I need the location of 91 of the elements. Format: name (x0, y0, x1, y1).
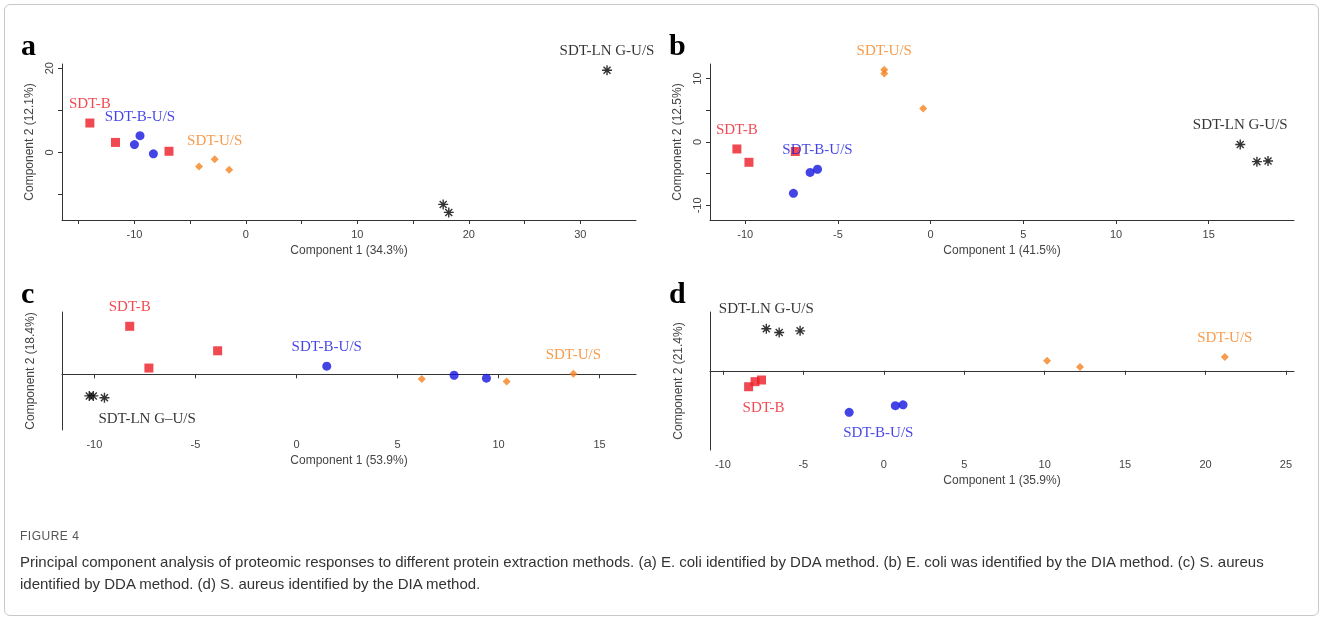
series-label: SDT-U/S (856, 42, 912, 59)
point (569, 369, 578, 378)
x-tick-label: 0 (293, 437, 300, 450)
x-tick-label: 20 (462, 227, 475, 240)
x-tick-label: 30 (574, 227, 587, 240)
point (129, 140, 139, 150)
point (890, 401, 900, 411)
x-tick-label: -5 (798, 457, 809, 470)
point (417, 375, 426, 384)
point (788, 188, 798, 198)
point (225, 165, 234, 174)
point (844, 407, 854, 417)
x-tick-label: -10 (126, 227, 143, 240)
point (213, 346, 223, 356)
x-axis-title: Component 1 (34.3%) (290, 243, 408, 257)
point (805, 167, 815, 177)
caption: FIGURE 4 (20, 528, 81, 545)
x-tick-label: -5 (833, 227, 843, 240)
series-label: SDT-LN G-U/S (718, 300, 814, 317)
chart-title: c (21, 275, 35, 309)
series-label: SDT-U/S (187, 131, 243, 148)
series-label: SDT-B (108, 298, 151, 315)
point (919, 104, 928, 113)
x-axis-title: Component 1 (35.9%) (943, 473, 1061, 487)
y-axis-title: Component 2 (12.1%) (22, 83, 37, 201)
series-label: SDT-B-U/S (291, 338, 362, 355)
point (125, 321, 135, 331)
series-label: SDT-LN G-U/S (1192, 116, 1288, 133)
x-tick-label: 15 (1202, 227, 1215, 240)
x-tick-label: 0 (927, 227, 934, 240)
x-tick-label: 5 (1020, 227, 1027, 240)
x-tick-label: 0 (242, 227, 249, 240)
point (85, 118, 95, 128)
series-label: SDT-U/S (545, 346, 601, 363)
point (756, 375, 766, 385)
series-label: SDT-B (715, 120, 758, 137)
series-label: SDT-B (742, 398, 785, 415)
y-axis-title: Component 2 (12.5%) (670, 83, 685, 201)
y-tick-label: 10 (690, 72, 703, 85)
x-axis-title: Component 1 (41.5%) (943, 243, 1061, 257)
point (744, 382, 754, 392)
x-tick-label: 0 (880, 457, 887, 470)
y-tick-label: -10 (690, 197, 703, 214)
chart-title: a (21, 27, 36, 61)
point (1076, 362, 1085, 371)
point (144, 363, 154, 373)
x-tick-label: 10 (492, 437, 505, 450)
point (322, 361, 332, 371)
point (1043, 356, 1052, 365)
point (481, 373, 491, 383)
series-label: SDT-B-U/S (782, 141, 853, 158)
y-axis-title: Component 2 (21.4%) (671, 322, 685, 440)
series-label: SDT-LN G-U/S (559, 41, 655, 58)
x-axis-title: Component 1 (53.9%) (290, 453, 408, 467)
text: Principal component analysis of proteomic responses to different protein extraction methods. (a) E. coli identified by DDA method. (b) E. coli was identified by the DIA method. (c) S. aureus identified by DDA method. (d) S. aureus identified by the DIA method. (20, 552, 1265, 594)
point (1220, 352, 1229, 361)
chart-title: b (669, 27, 686, 61)
x-tick-label: 10 (1109, 227, 1123, 240)
series-label: SDT-B-U/S (843, 424, 914, 441)
point (111, 137, 120, 147)
point (502, 377, 511, 386)
point (449, 370, 459, 380)
y-tick-label: 0 (690, 138, 703, 146)
x-tick-label: 10 (351, 227, 364, 240)
x-tick-label: 25 (1279, 457, 1293, 470)
point (148, 149, 158, 159)
point (1263, 156, 1274, 167)
point (195, 162, 204, 171)
chart-title: d (669, 275, 686, 309)
point (210, 155, 219, 164)
series-label: SDT-LN G–U/S (98, 410, 196, 427)
y-axis-title: Component 2 (18.4%) (23, 312, 37, 430)
point (135, 131, 145, 141)
point (898, 400, 908, 410)
x-tick-label: -10 (86, 437, 103, 450)
x-tick-label: 20 (1199, 457, 1212, 470)
x-tick-label: 15 (1118, 457, 1132, 470)
point (744, 157, 754, 167)
x-tick-label: 5 (961, 457, 968, 470)
point (795, 325, 806, 336)
x-tick-label: -10 (737, 227, 754, 240)
series-label: SDT-U/S (1197, 329, 1253, 346)
x-tick-label: -10 (714, 457, 731, 470)
x-tick-label: -5 (190, 437, 201, 450)
point (880, 69, 889, 78)
x-tick-label: 10 (1038, 457, 1051, 470)
point (732, 144, 742, 154)
x-tick-label: 5 (394, 437, 401, 450)
x-tick-label: 15 (593, 437, 606, 450)
point (164, 146, 174, 156)
point (813, 164, 823, 174)
